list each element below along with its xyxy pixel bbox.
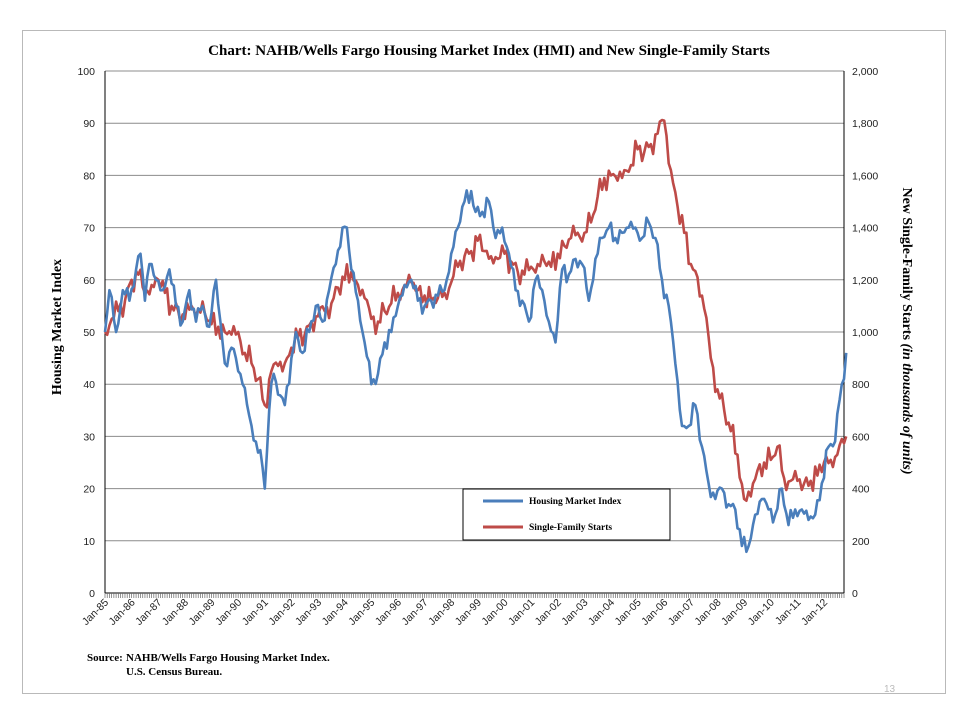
x-minor-ticks — [104, 593, 845, 598]
x-tick-label: Jan-08 — [692, 597, 723, 628]
right-tick-label: 1,200 — [852, 275, 878, 287]
left-tick-label: 70 — [83, 223, 95, 235]
series-line-starts — [103, 118, 848, 502]
right-y-ticks: 0 200 400 600 800 1,000 1,200 1,400 1,600 1,800 2,… — [852, 66, 878, 600]
source-note: Source: NAHB/Wells Fargo Housing Market … — [87, 652, 330, 678]
series-line-hmi — [103, 189, 848, 554]
left-tick-label: 10 — [83, 536, 95, 548]
x-tick-label: Jan-86 — [107, 597, 138, 628]
right-tick-label: 2,000 — [852, 66, 878, 78]
x-tick-label: Jan-89 — [186, 597, 217, 628]
legend-label-starts: Single-Family Starts — [529, 523, 612, 533]
right-axis-label: New Single-Family Starts (in thousands o… — [899, 187, 914, 474]
left-tick-label: 0 — [89, 588, 95, 600]
x-tick-label: Jan-93 — [293, 597, 324, 628]
right-tick-label: 400 — [852, 484, 870, 496]
left-y-ticks: 0 10 20 30 40 50 60 70 80 90 100 — [77, 66, 95, 600]
left-tick-label: 30 — [83, 431, 95, 443]
right-tick-label: 1,000 — [852, 327, 878, 339]
legend-box — [462, 488, 671, 541]
x-tick-label: Jan-07 — [666, 597, 697, 628]
x-tick-label: Jan-00 — [479, 597, 510, 628]
x-tick-label: Jan-91 — [240, 597, 271, 628]
x-tick-label: Jan-01 — [506, 597, 537, 628]
left-tick-label: 40 — [83, 379, 95, 391]
chart-canvas: Chart: NAHB/Wells Fargo Housing Market I… — [50, 43, 914, 678]
source-line-1: NAHB/Wells Fargo Housing Market Index. — [126, 652, 330, 664]
x-tick-label: Jan-10 — [746, 597, 777, 628]
chart-frame: Chart: NAHB/Wells Fargo Housing Market I… — [22, 30, 946, 694]
right-axis-label-main: New Single-Family Starts — [899, 187, 914, 343]
x-tick-label: Jan-87 — [133, 597, 164, 628]
x-tick-label: Jan-06 — [639, 597, 670, 628]
x-tick-label: Jan-03 — [559, 597, 590, 628]
x-tick-label: Jan-99 — [453, 597, 484, 628]
x-tick-label: Jan-85 — [80, 597, 111, 628]
legend: Housing Market Index Single-Family Start… — [462, 488, 671, 541]
left-tick-label: 20 — [83, 484, 95, 496]
left-tick-label: 90 — [83, 118, 95, 130]
right-axis-label-units: (in thousands of units) — [899, 343, 914, 474]
page-number: 13 — [884, 684, 896, 695]
legend-label-hmi: Housing Market Index — [529, 497, 622, 507]
left-tick-label: 60 — [83, 275, 95, 287]
series-layer — [103, 118, 848, 554]
x-tick-label: Jan-94 — [320, 597, 351, 628]
x-tick-label: Jan-92 — [266, 597, 297, 628]
right-tick-label: 0 — [852, 588, 858, 600]
x-tick-label: Jan-90 — [213, 597, 244, 628]
left-tick-label: 80 — [83, 170, 95, 182]
source-label: Source: — [87, 652, 123, 664]
x-tick-label: Jan-12 — [799, 597, 830, 628]
x-tick-label: Jan-97 — [399, 597, 430, 628]
right-tick-label: 1,800 — [852, 118, 878, 130]
x-tick-label: Jan-09 — [719, 597, 750, 628]
right-tick-label: 800 — [852, 379, 870, 391]
left-tick-label: 50 — [83, 327, 95, 339]
right-tick-label: 200 — [852, 536, 870, 548]
x-tick-label: Jan-04 — [586, 597, 617, 628]
x-tick-label: Jan-11 — [773, 597, 804, 628]
x-tick-label: Jan-95 — [346, 597, 377, 628]
x-tick-label: Jan-05 — [613, 597, 644, 628]
source-line-2: U.S. Census Bureau. — [126, 666, 222, 678]
left-axis-label: Housing Market Index — [50, 259, 65, 395]
left-tick-label: 100 — [77, 66, 95, 78]
x-tick-label: Jan-88 — [160, 597, 191, 628]
x-tick-labels: Jan-85Jan-86Jan-87Jan-88Jan-89Jan-90Jan-… — [80, 597, 830, 628]
right-tick-label: 1,600 — [852, 170, 878, 182]
x-tick-label: Jan-98 — [426, 597, 457, 628]
right-tick-label: 600 — [852, 431, 870, 443]
x-tick-label: Jan-96 — [373, 597, 404, 628]
chart-title: Chart: NAHB/Wells Fargo Housing Market I… — [208, 43, 770, 59]
x-tick-label: Jan-02 — [533, 597, 564, 628]
right-tick-label: 1,400 — [852, 223, 878, 235]
